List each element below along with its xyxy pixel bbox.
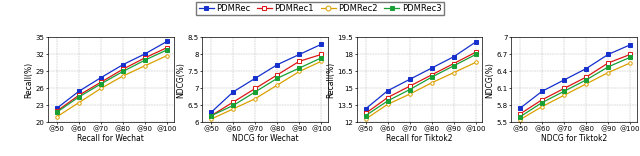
Y-axis label: NDCG(%): NDCG(%) (485, 62, 494, 98)
Y-axis label: Recall(%): Recall(%) (326, 62, 335, 98)
X-axis label: Recall for Tiktok2: Recall for Tiktok2 (387, 134, 453, 144)
X-axis label: NDCG for Wechat: NDCG for Wechat (232, 134, 298, 144)
X-axis label: Recall for Wechat: Recall for Wechat (77, 134, 144, 144)
Y-axis label: NDCG(%): NDCG(%) (177, 62, 186, 98)
X-axis label: NDCG for Tiktok2: NDCG for Tiktok2 (541, 134, 607, 144)
Legend: PDMRec, PDMRec1, PDMRec2, PDMRec3: PDMRec, PDMRec1, PDMRec2, PDMRec3 (196, 2, 444, 15)
Y-axis label: Recall(%): Recall(%) (24, 62, 33, 98)
